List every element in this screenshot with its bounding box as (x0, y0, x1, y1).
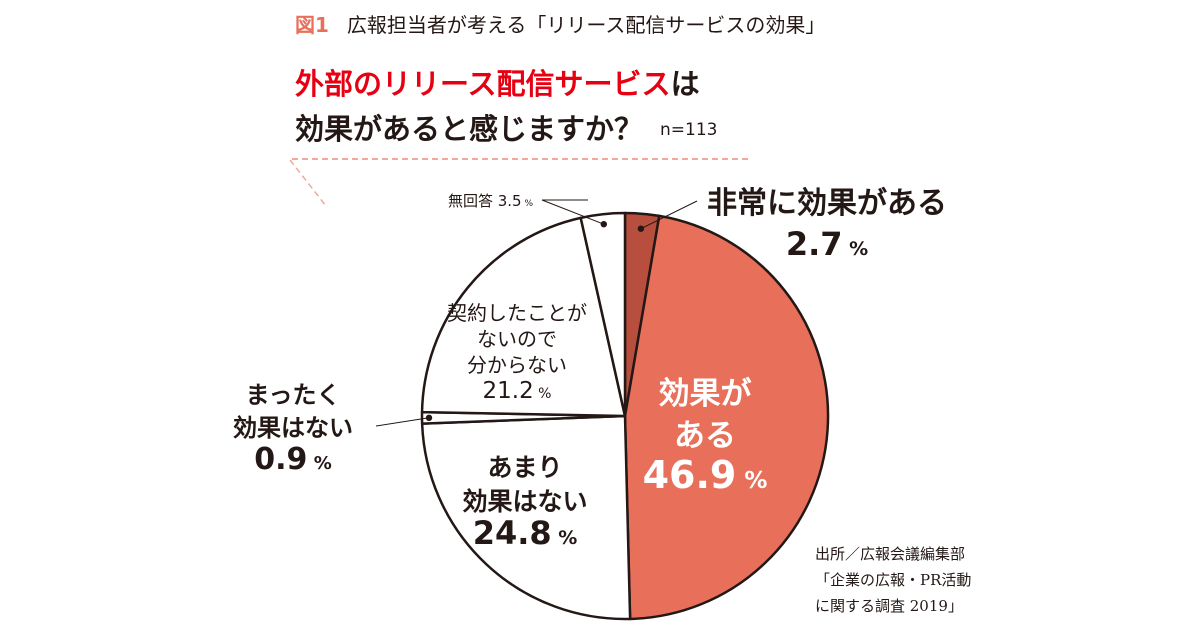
figure-header: 図1 広報担当者が考える「リリース配信サービスの効果」 (295, 6, 825, 40)
pie-slice-no-answer (579, 211, 627, 418)
dashed-pointer (289, 159, 327, 207)
leader-line-very-effective (640, 200, 698, 230)
leader-line-no-answer (541, 199, 604, 225)
label-effective: 効果がある 46.9 % (643, 376, 768, 497)
leader-lines (375, 199, 698, 427)
question-text: 外部のリリース配信サービスは 効果があると感じますか？ (295, 62, 700, 152)
label-no-answer: 無回答 3.5 % (448, 192, 533, 210)
leader-line-not-effective-at-all (375, 417, 430, 427)
figure-title: 広報担当者が考える「リリース配信サービスの効果」 (346, 12, 826, 37)
question-highlight: 外部のリリース配信サービス (295, 67, 671, 101)
label-not-effective-at-all: まったく効果はない 0.9 % (233, 381, 353, 477)
figure-number: 図1 (295, 12, 329, 37)
dashed-divider (292, 158, 748, 160)
pie-slice-not-very-effective (420, 414, 632, 621)
pie-slices (420, 211, 830, 621)
source-line-1: 出所／広報会議編集部 (815, 545, 966, 563)
source-note: 出所／広報会議編集部 「企業の広報・PR活動 に関する調査 2019」 (815, 541, 971, 619)
sample-size-label: n=113 (660, 120, 718, 140)
label-unknown: 契約したことがないので分からない 21.2 % (447, 301, 587, 404)
question-rest: は (670, 67, 700, 101)
question-line2: 効果があると感じますか？ (295, 112, 644, 146)
source-line-3: に関する調査 2019」 (815, 597, 963, 615)
source-line-2: 「企業の広報・PR活動 (815, 571, 972, 589)
pie-slice-effective (623, 214, 830, 621)
pie-slice-unknown (420, 216, 627, 418)
label-not-very-effective: あまり効果はない 24.8 % (462, 453, 587, 552)
slice-labels: 非常に効果がある 2.7 %効果がある 46.9 %あまり効果はない 24.8 %まっ… (233, 186, 947, 552)
